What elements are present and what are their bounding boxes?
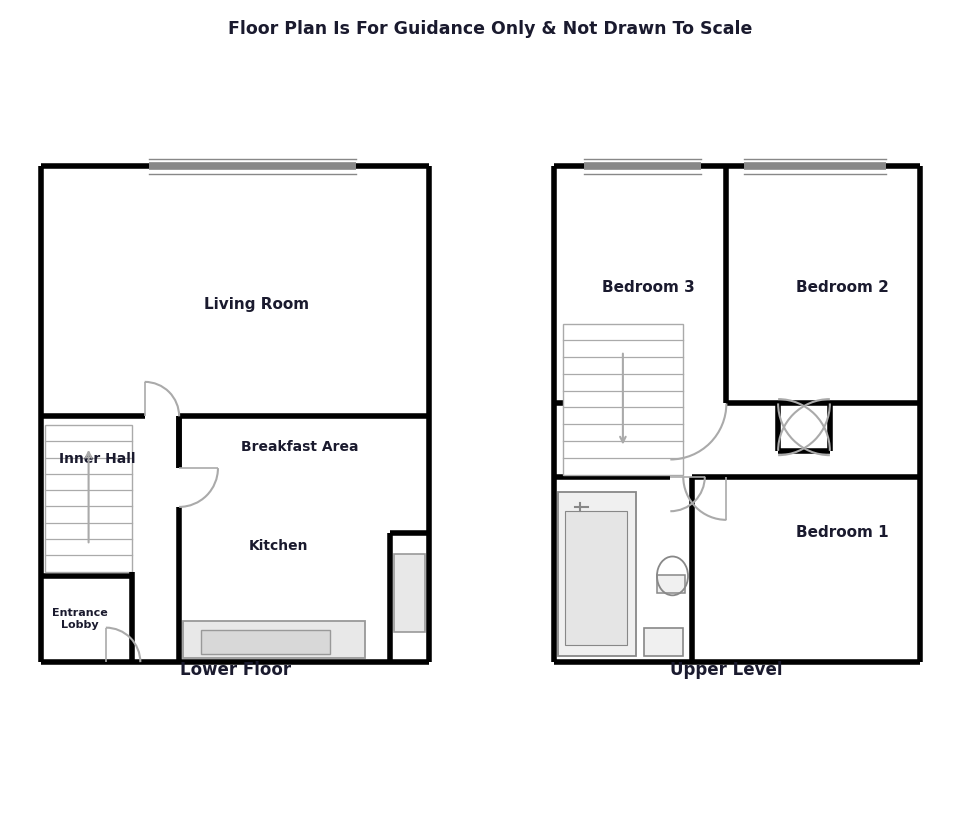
Bar <box>45 425 131 571</box>
Bar <box>564 511 627 645</box>
Text: Lower Floor: Lower Floor <box>179 662 291 680</box>
Text: Breakfast Area: Breakfast Area <box>241 439 359 453</box>
Text: Entrance
Lobby: Entrance Lobby <box>52 608 108 630</box>
Bar <box>559 491 636 656</box>
Bar <box>658 575 685 593</box>
Bar <box>183 621 365 658</box>
Bar <box>645 628 683 656</box>
Text: Kitchen: Kitchen <box>249 539 308 553</box>
Text: Living Room: Living Room <box>204 297 310 312</box>
Bar <box>563 324 683 474</box>
Text: Bedroom 3: Bedroom 3 <box>603 280 695 294</box>
Bar <box>394 554 425 632</box>
Text: Bedroom 1: Bedroom 1 <box>797 526 889 540</box>
Text: Floor Plan Is For Guidance Only & Not Drawn To Scale: Floor Plan Is For Guidance Only & Not Dr… <box>227 20 753 38</box>
Bar <box>201 630 330 654</box>
Text: Upper Level: Upper Level <box>670 662 783 680</box>
Text: Inner Hall: Inner Hall <box>59 452 135 466</box>
Text: Bedroom 2: Bedroom 2 <box>797 280 889 294</box>
